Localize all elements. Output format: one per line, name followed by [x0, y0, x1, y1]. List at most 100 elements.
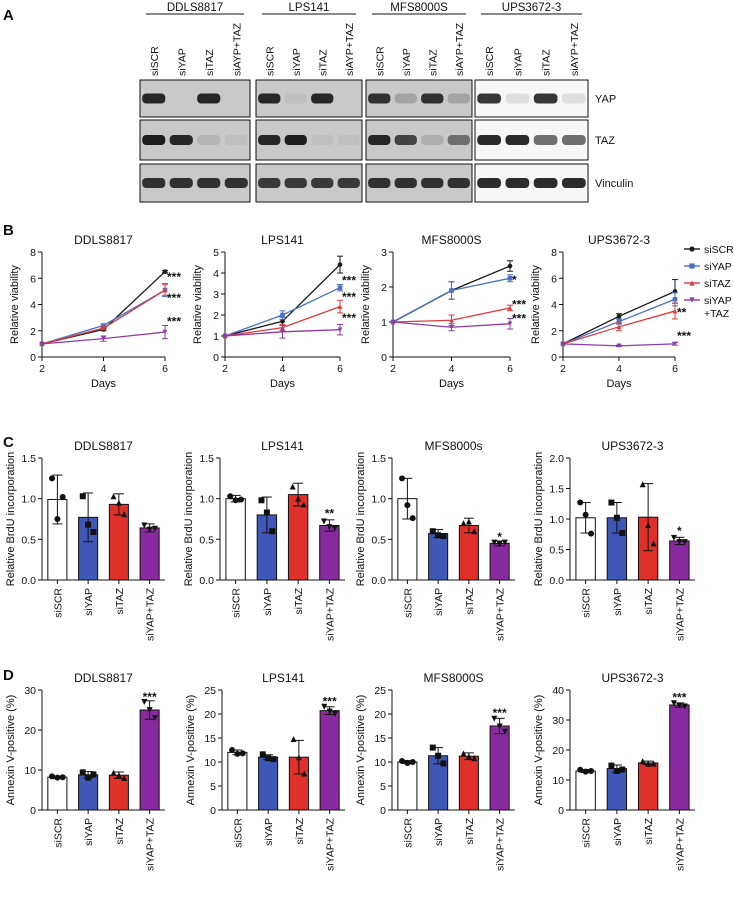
- y-tick-label: 0: [380, 805, 386, 817]
- x-tick-label: siTAZ: [294, 817, 306, 844]
- bar: [575, 770, 596, 811]
- blot-band: [142, 135, 166, 145]
- y-axis-label: Annexin V-positive (%): [185, 695, 197, 806]
- replicate-point: [465, 753, 472, 760]
- data-point: [507, 275, 513, 281]
- replicate-point: [151, 525, 158, 532]
- replicate-point: [121, 511, 128, 518]
- bar: [47, 776, 68, 811]
- replicate-point: [645, 760, 652, 767]
- replicate-point: [326, 708, 333, 715]
- replicate-point: [295, 754, 302, 761]
- significance-label: ***: [143, 690, 157, 704]
- x-tick-label: siYAP: [83, 588, 95, 616]
- western-blot-panel: DDLS8817 siSCR siYAP siTAZ siAYP+TAZ LPS141 si…: [139, 2, 633, 203]
- replicate-point: [110, 493, 117, 500]
- significance-label: ***: [167, 291, 181, 305]
- x-tick-label: 4: [101, 363, 107, 375]
- y-tick-label: 4: [30, 300, 36, 312]
- blot-band: [505, 93, 530, 104]
- significance-label: ***: [672, 691, 686, 705]
- chart-title: DDLS8817: [74, 439, 133, 453]
- chart-title: UPS3672-3: [588, 233, 650, 247]
- y-tick-label: 1: [381, 317, 387, 329]
- y-tick-label: 0.0: [21, 575, 36, 587]
- y-tick-label: 15: [374, 733, 386, 745]
- data-point: [337, 304, 343, 309]
- x-tick-label: 4: [616, 363, 622, 375]
- replicate-point: [639, 758, 646, 765]
- replicate-point: [650, 760, 657, 767]
- replicate-point: [79, 769, 86, 776]
- legend-label: siYAP: [704, 261, 732, 273]
- replicate-point: [59, 774, 66, 781]
- significance-label: ***: [342, 290, 356, 304]
- blot-cell-line-label: MFS8000S: [390, 2, 448, 14]
- y-axis-label: Relative BrdU incorporation: [533, 452, 545, 587]
- y-tick-label: 5: [380, 781, 386, 793]
- replicate-point: [501, 728, 508, 735]
- chart-title: MFS8000S: [421, 233, 481, 247]
- replicate-point: [399, 758, 406, 765]
- x-tick-label: siTAZ: [114, 587, 126, 614]
- replicate-point: [331, 525, 338, 532]
- blot-band: [169, 135, 193, 145]
- bar: [489, 542, 510, 581]
- replicate-point: [465, 518, 472, 525]
- replicate-point: [429, 744, 436, 751]
- significance-label: **: [325, 506, 335, 520]
- data-point: [672, 308, 678, 314]
- replicate-point: [301, 770, 308, 777]
- blot-band: [447, 178, 470, 188]
- x-tick-label: 6: [162, 363, 168, 375]
- y-axis-label: Relative BrdU incorporation: [355, 452, 367, 587]
- blot-band: [533, 178, 558, 188]
- replicate-point: [440, 760, 447, 767]
- x-tick-label: 4: [280, 363, 286, 375]
- replicate-point: [269, 528, 276, 535]
- chart-title: LPS141: [262, 671, 305, 685]
- blot-lane-label: siSCR: [374, 46, 386, 76]
- blot-lane-label: siAYP+TAZ: [569, 22, 581, 76]
- y-tick-label: 3: [213, 289, 219, 301]
- chart-d-9: LPS141 0 5 10 15 20 25 Annexin V-positive (%) si…: [185, 671, 345, 871]
- replicate-point: [613, 514, 620, 521]
- bar: [319, 710, 340, 811]
- x-tick-label: 2: [560, 363, 566, 375]
- y-tick-label: 4: [551, 300, 557, 312]
- y-tick-label: 15: [204, 733, 216, 745]
- x-tick-label: siSCR: [402, 588, 414, 618]
- replicate-point: [681, 539, 688, 546]
- y-tick-label: 1.5: [371, 453, 386, 465]
- panel-letter-d: D: [3, 667, 14, 684]
- significance-label: ***: [342, 311, 356, 325]
- replicate-point: [435, 752, 442, 759]
- blot-band: [368, 93, 391, 104]
- chart-c-4: DDLS8817 0.0 0.5 1.0 1.5 Relative BrdU incorp…: [5, 439, 165, 641]
- replicate-point: [409, 759, 416, 765]
- y-tick-label: 2: [381, 282, 387, 294]
- replicate-point: [429, 528, 436, 535]
- panel-letter-a: A: [3, 7, 14, 24]
- x-tick-label: 6: [672, 363, 678, 375]
- y-tick-label: 0.5: [549, 545, 564, 557]
- y-tick-label: 30: [24, 685, 36, 697]
- chart-title: DDLS8817: [74, 671, 133, 685]
- significance-label: ***: [167, 270, 181, 284]
- legend-marker: [689, 263, 695, 269]
- replicate-point: [471, 528, 478, 535]
- blot-lane-label: siAYP+TAZ: [344, 22, 356, 76]
- replicate-point: [331, 711, 338, 717]
- y-tick-label: 1.0: [371, 494, 386, 506]
- replicate-point: [399, 475, 406, 482]
- y-tick-label: 0: [30, 352, 36, 364]
- blot-lane-label: siAYP+TAZ: [454, 22, 466, 76]
- significance-label: *: [497, 530, 502, 544]
- replicate-point: [151, 715, 158, 721]
- blot-band: [169, 178, 193, 188]
- y-tick-label: 10: [374, 757, 386, 769]
- y-axis-label: Relative viability: [9, 265, 21, 344]
- data-point: [390, 319, 396, 325]
